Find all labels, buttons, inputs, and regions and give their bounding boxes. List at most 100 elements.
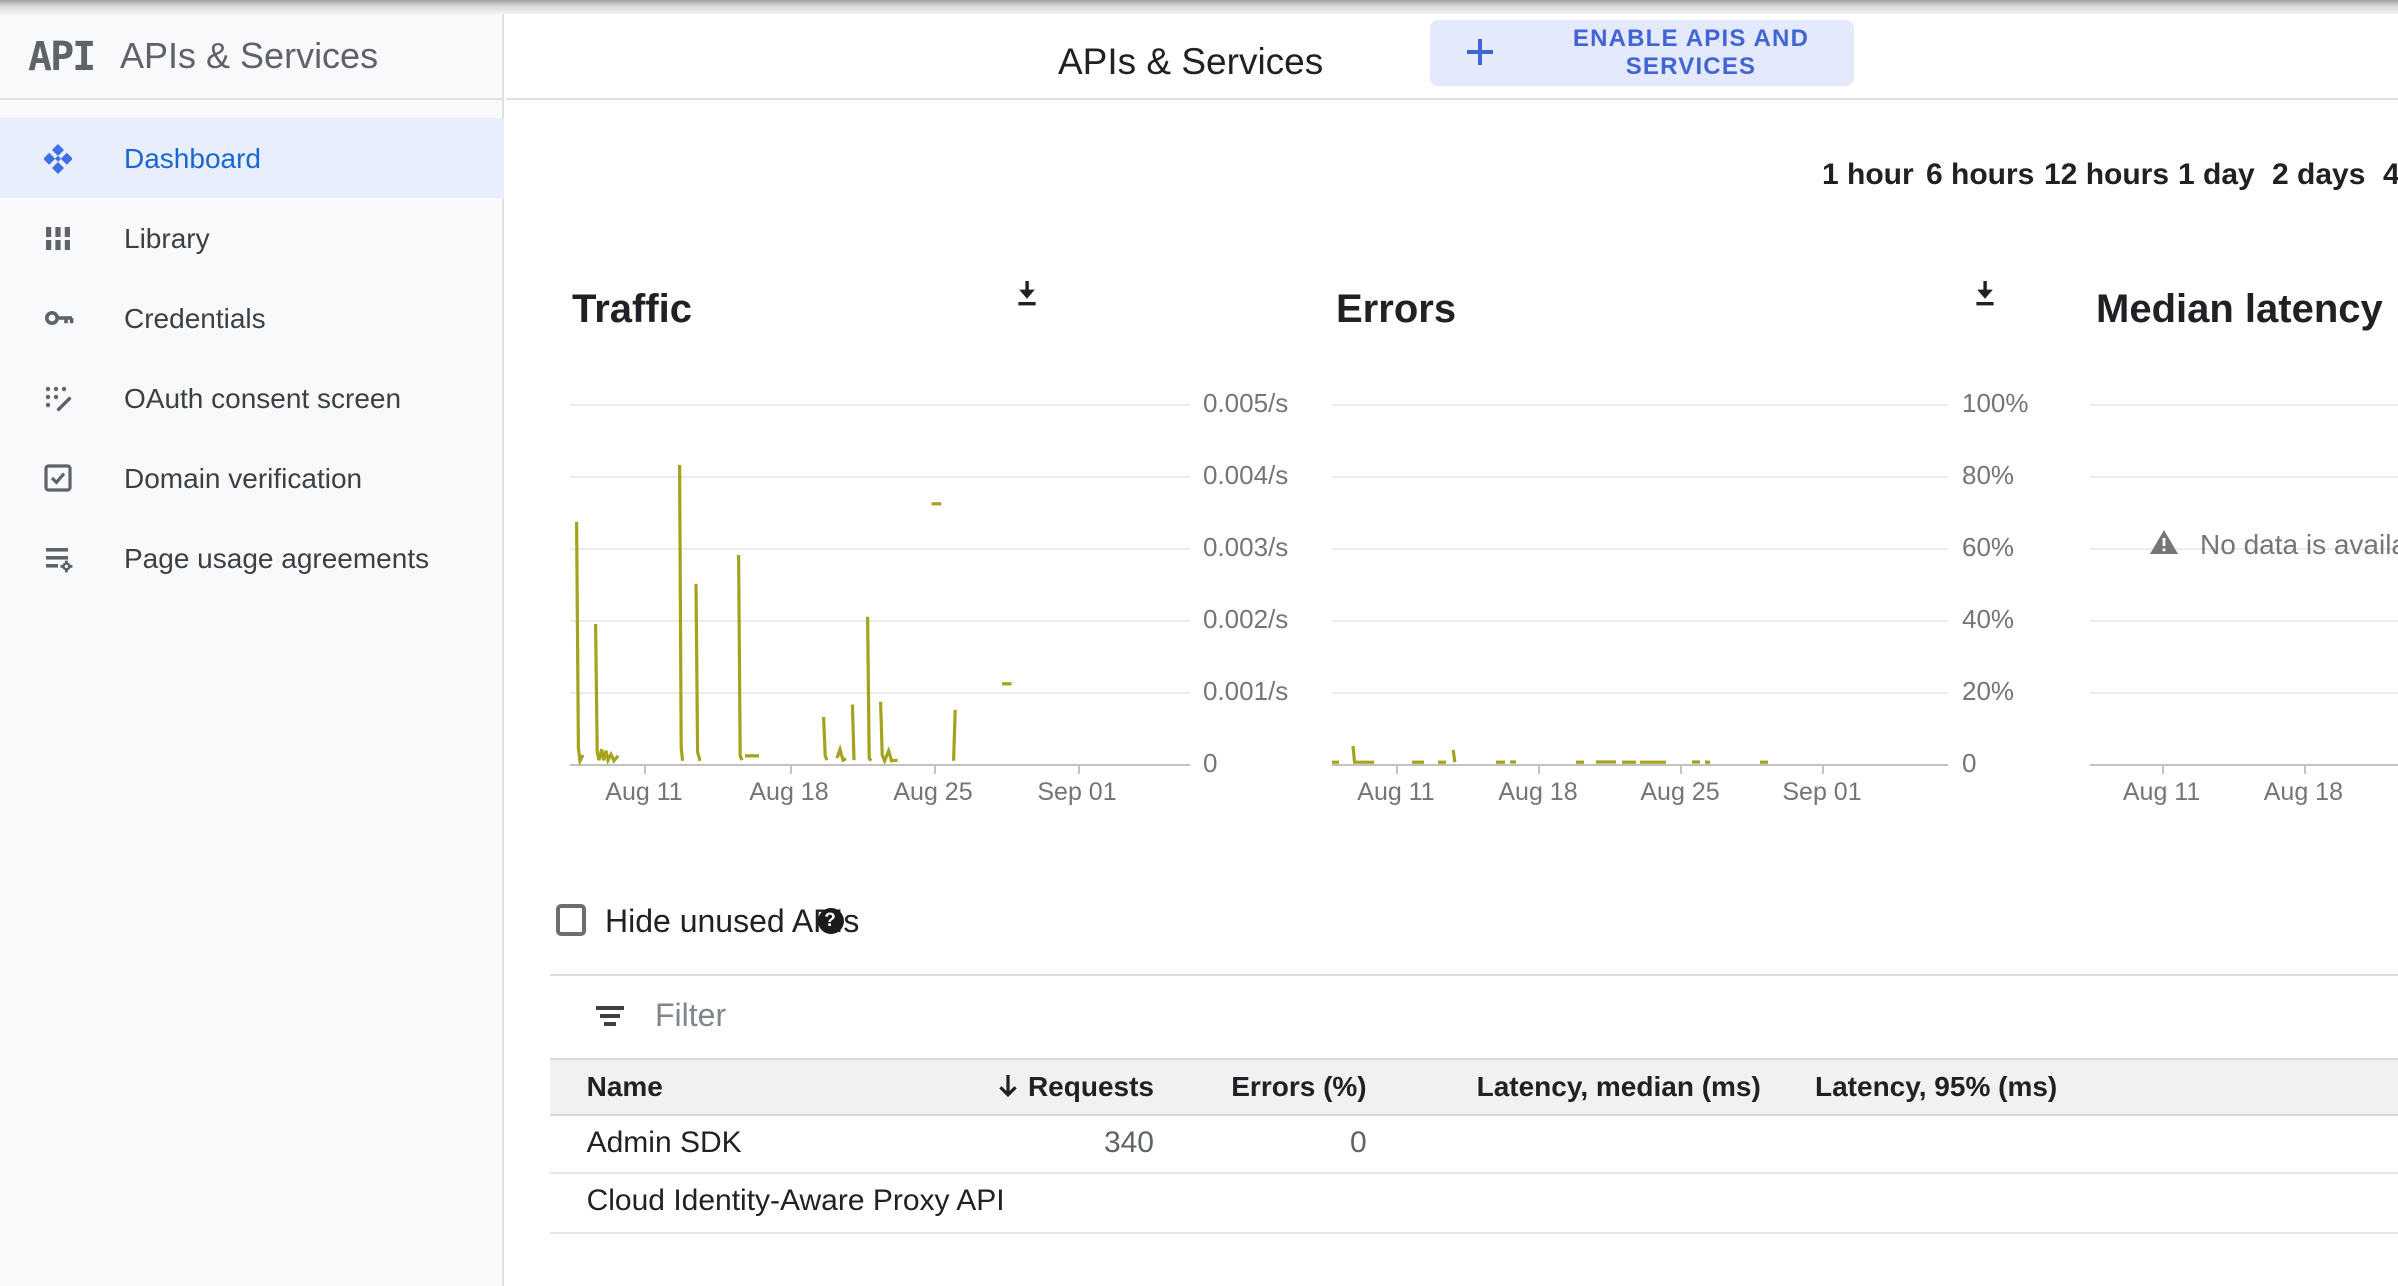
- page-title: APIs & Services: [1058, 40, 1324, 82]
- gridline: [570, 403, 1190, 405]
- y-axis-label: 0.002/s: [1203, 604, 1289, 634]
- time-range-6-hours[interactable]: 6 hours: [1926, 158, 2035, 192]
- column-header-latency-median[interactable]: Latency, median (ms): [1476, 1069, 1761, 1101]
- column-header-name[interactable]: Name: [586, 1069, 663, 1101]
- x-axis-line: [2090, 763, 2398, 765]
- dashboard-icon: [44, 144, 72, 174]
- x-axis-label: Sep 01: [1782, 777, 1862, 805]
- x-axis-line: [1332, 763, 1948, 765]
- column-header-latency-95[interactable]: Latency, 95% (ms): [1815, 1069, 2058, 1101]
- errors-cell: 0: [1349, 1125, 1367, 1159]
- enable-apis-button[interactable]: ENABLE APIS AND SERVICES: [1430, 19, 1854, 85]
- oauth-consent-icon: [44, 384, 72, 412]
- time-range-1-hour[interactable]: 1 hour: [1822, 158, 1914, 192]
- time-range-12-hours[interactable]: 12 hours: [2044, 158, 2170, 192]
- column-header-requests[interactable]: Requests: [998, 1059, 1154, 1113]
- x-axis-tick: [1077, 765, 1079, 773]
- x-axis-label: Aug 18: [2263, 777, 2343, 805]
- gridline: [570, 619, 1190, 621]
- table-card-top-border: [550, 974, 2398, 976]
- y-axis-label: 0: [1962, 748, 1977, 778]
- sidebar-item-label: Page usage agreements: [124, 542, 430, 574]
- sidebar-item-credentials[interactable]: Credentials: [0, 278, 504, 358]
- column-header-errors[interactable]: Errors (%): [1231, 1069, 1367, 1101]
- help-icon[interactable]: ?: [817, 908, 843, 934]
- row-divider: [550, 1231, 2398, 1233]
- y-axis-label: 0: [1203, 748, 1218, 778]
- gridline: [1332, 403, 1948, 405]
- sidebar-item-page-usage-agreements[interactable]: Page usage agreements: [0, 518, 504, 598]
- x-axis-label: Sep 01: [1037, 777, 1117, 805]
- x-axis-tick: [1396, 765, 1398, 773]
- gridline: [1332, 619, 1948, 621]
- x-axis-line: [570, 763, 1190, 765]
- domain-verification-icon: [44, 464, 72, 492]
- hide-unused-apis-checkbox[interactable]: [555, 903, 585, 935]
- api-logo: API: [28, 32, 96, 80]
- table-row[interactable]: Cloud Identity-Aware Proxy API: [550, 1174, 2398, 1231]
- y-axis-label: 20%: [1962, 676, 2015, 706]
- y-axis-label: 40%: [1962, 604, 2015, 634]
- sidebar-item-library[interactable]: Library: [0, 198, 504, 278]
- top-shadow-strip: [0, 0, 2398, 14]
- errors-chart-title: Errors: [1336, 288, 1457, 332]
- x-axis-label: Aug 11: [2122, 777, 2201, 805]
- no-data-message: No data is available for the selected ti…: [2200, 528, 2398, 560]
- sidebar-item-label: Dashboard: [124, 142, 261, 174]
- y-axis-label: 0.005/s: [1203, 388, 1289, 418]
- sidebar-item-label: OAuth consent screen: [124, 382, 402, 414]
- sidebar: API APIs & Services Dashboar: [0, 14, 504, 1286]
- time-range-1-day[interactable]: 1 day: [2178, 158, 2255, 192]
- table-header: Name Requests Errors (%) Latency, median…: [550, 1057, 2398, 1115]
- filter-icon: [596, 1005, 624, 1027]
- row-divider: [550, 1171, 2398, 1174]
- hide-unused-apis-label: Hide unused APIs: [605, 906, 860, 940]
- x-axis-label: Aug 18: [1498, 777, 1578, 805]
- x-axis-tick: [2303, 765, 2306, 773]
- y-axis-label: 100%: [1962, 388, 2029, 418]
- sidebar-item-label: Credentials: [124, 302, 266, 334]
- x-axis-tick: [1680, 765, 1682, 773]
- sidebar-item-label: Library: [124, 222, 210, 254]
- library-icon: [44, 224, 72, 252]
- time-range-4-days[interactable]: 4 days: [2383, 158, 2398, 192]
- sidebar-title: APIs & Services: [120, 36, 379, 76]
- table-row[interactable]: Admin SDK 340 0: [550, 1115, 2398, 1172]
- x-axis-label: Aug 11: [605, 777, 683, 805]
- x-axis-tick: [933, 765, 935, 773]
- sidebar-item-oauth-consent[interactable]: OAuth consent screen: [0, 358, 504, 438]
- gridline: [2090, 619, 2398, 621]
- sidebar-item-dashboard[interactable]: Dashboard: [0, 118, 504, 198]
- sidebar-item-label: Domain verification: [124, 462, 363, 494]
- api-name-cell[interactable]: Admin SDK: [586, 1125, 742, 1159]
- page-usage-agreements-icon: [44, 544, 73, 573]
- x-axis-tick: [1822, 765, 1824, 773]
- enable-apis-label: ENABLE APIS AND SERVICES: [1572, 24, 1810, 80]
- plus-icon: [1466, 38, 1494, 66]
- x-axis-label: Aug 25: [1640, 777, 1720, 805]
- download-traffic-chart-icon[interactable]: [1014, 280, 1040, 306]
- sidebar-item-domain-verification[interactable]: Domain verification: [0, 438, 504, 518]
- sort-descending-icon: [999, 1075, 1017, 1098]
- key-icon: [44, 304, 74, 332]
- time-range-2-days[interactable]: 2 days: [2272, 158, 2366, 192]
- y-axis-label: 80%: [1962, 460, 2015, 490]
- gridline: [2090, 403, 2398, 405]
- traffic-chart-title: Traffic: [572, 288, 693, 332]
- main-header: APIs & Services ENABLE APIS AND SERVICES: [506, 14, 2398, 100]
- gridline: [1332, 475, 1948, 477]
- gridline: [1332, 691, 1948, 693]
- gridline: [1332, 547, 1948, 549]
- x-axis-label: Aug 11: [1357, 777, 1435, 805]
- gridline: [570, 547, 1190, 549]
- gridline: [2090, 475, 2398, 477]
- filter-input[interactable]: Filter: [655, 1000, 727, 1034]
- download-errors-chart-icon[interactable]: [1972, 280, 1998, 306]
- gridline: [2090, 547, 2398, 549]
- median-latency-chart-title: Median latency: [2096, 288, 2383, 332]
- x-axis-tick: [2161, 765, 2164, 773]
- y-axis-label: 60%: [1962, 532, 2015, 562]
- api-name-cell[interactable]: Cloud Identity-Aware Proxy API: [586, 1183, 1005, 1218]
- y-axis-label: 0.001/s: [1203, 676, 1289, 706]
